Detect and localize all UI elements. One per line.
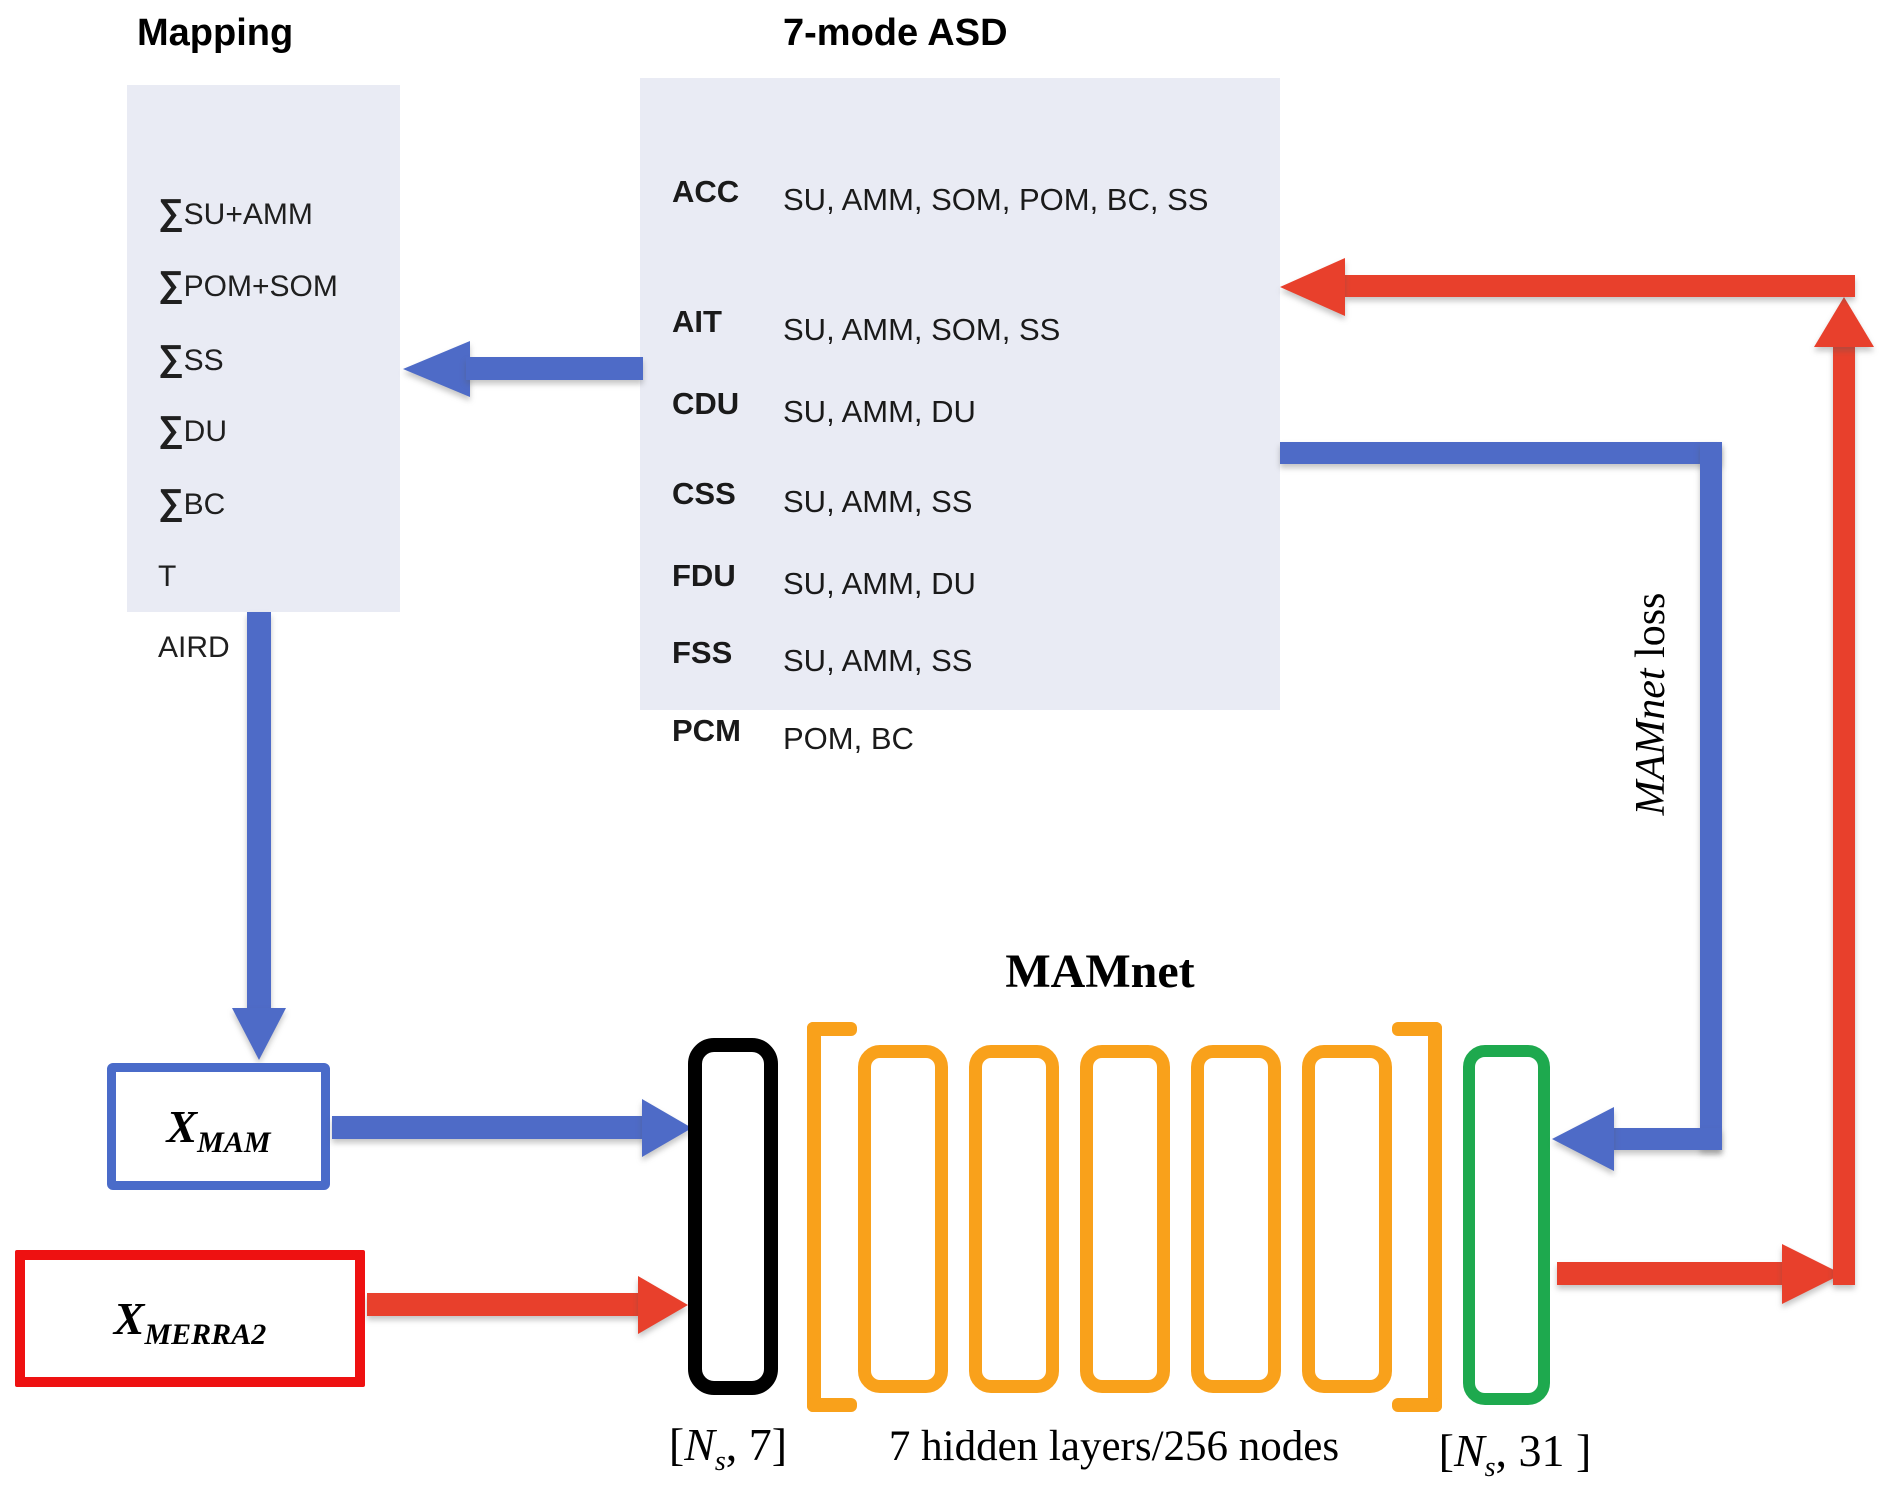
arrowhead-down-icon [232,1008,286,1060]
arrow-shaft [1700,442,1722,1150]
mapping-item-label: AIRD [158,631,230,664]
mapping-item-label: POM+SOM [183,270,338,303]
asd-row-modes: SU, AMM, DU [783,394,976,429]
arrow-shaft [247,612,271,1010]
bracket-bar [807,1022,821,1412]
sigma-symbol: ∑ [158,481,184,522]
asd-table: ACC SU, AMM, SOM, POM, BC, SS AIT SU, AMM,… [640,78,1280,756]
xmam-box: XMAM [107,1063,330,1190]
bracket-bar [1428,1022,1442,1412]
hidden-layer [1302,1045,1392,1393]
hidden-layer [1080,1045,1170,1393]
xmam-label: XMAM [166,1101,271,1160]
hidden-layer [1191,1045,1281,1393]
mapping-item: ∑DU [158,408,227,450]
arrowhead-up-icon [1814,297,1874,347]
arrow-shaft [1345,275,1855,297]
mapping-item-label: SU+AMM [183,198,313,231]
mapping-panel: ∑SU+AMM ∑POM+SOM ∑SS ∑DU ∑BC T AIRD [127,85,400,664]
asd-row-label: CSS [672,476,736,511]
mapping-item: AIRD [158,624,230,666]
asd-row-modes: SU, AMM, SOM, SS [783,312,1061,347]
asd-row-label: ACC [672,174,740,209]
arrowhead-right-icon [638,1276,688,1334]
asd-row-modes: SU, AMM, DU [783,566,976,601]
network-title: MAMnet [1005,945,1195,998]
xmerra2-label: XMERRA2 [113,1293,267,1352]
xmerra2-box: XMERRA2 [15,1250,365,1387]
hidden-layer [969,1045,1059,1393]
mapping-item: ∑POM+SOM [158,263,338,305]
sigma-symbol: ∑ [158,337,184,378]
arrow-shaft [332,1116,645,1139]
asd-title: 7-mode ASD [783,12,1008,54]
sigma-symbol: ∑ [158,408,184,449]
arrowhead-left-icon [403,341,470,397]
arrow-shaft [1833,345,1855,1285]
bracket-lip [1392,1022,1442,1036]
asd-row-label: CDU [672,386,740,421]
output-layer [1463,1045,1550,1405]
arrowhead-left-icon [1280,258,1345,316]
asd-row-modes: POM, BC [783,721,914,756]
asd-row-modes: SU, AMM, SS [783,484,973,519]
hidden-layers-label: 7 hidden layers/256 nodes [888,1423,1340,1470]
bracket-lip [807,1022,857,1036]
mapping-item: ∑SU+AMM [158,191,313,233]
arrowhead-right-icon [1782,1244,1842,1304]
mapping-item-label: DU [183,415,228,448]
bracket-lip [807,1398,857,1412]
arrow-shaft [1612,1128,1722,1150]
mapping-item: T [158,553,176,595]
hidden-layer [858,1045,948,1393]
mapping-title: Mapping [137,12,294,54]
loss-label: MAMnet loss [1628,592,1674,816]
input-dims-label: [Ns, 7] [668,1419,788,1478]
asd-row-label: AIT [672,304,722,339]
mapping-item-label: SS [183,344,224,377]
arrow-shaft [466,357,643,380]
sigma-symbol: ∑ [158,263,184,304]
mapping-item-label: T [158,560,177,593]
asd-row-modes: SU, AMM, SOM, POM, BC, SS [783,182,1209,217]
arrowhead-right-icon [642,1099,692,1157]
arrow-shaft [367,1293,640,1316]
mapping-item-label: BC [183,488,226,521]
arrow-shaft [1557,1262,1784,1285]
asd-row-modes: SU, AMM, SS [783,643,973,678]
asd-row-label: PCM [672,713,741,748]
arrow-shaft [1280,442,1722,464]
mapping-item: ∑BC [158,481,225,523]
input-layer [688,1038,778,1395]
arrowhead-left-icon [1552,1107,1614,1171]
sigma-symbol: ∑ [158,191,184,232]
mapping-item: ∑SS [158,337,224,379]
bracket-lip [1392,1398,1442,1412]
asd-row-label: FDU [672,558,736,593]
asd-row-label: FSS [672,635,733,670]
output-dims-label: [Ns, 31 ] [1438,1425,1592,1484]
